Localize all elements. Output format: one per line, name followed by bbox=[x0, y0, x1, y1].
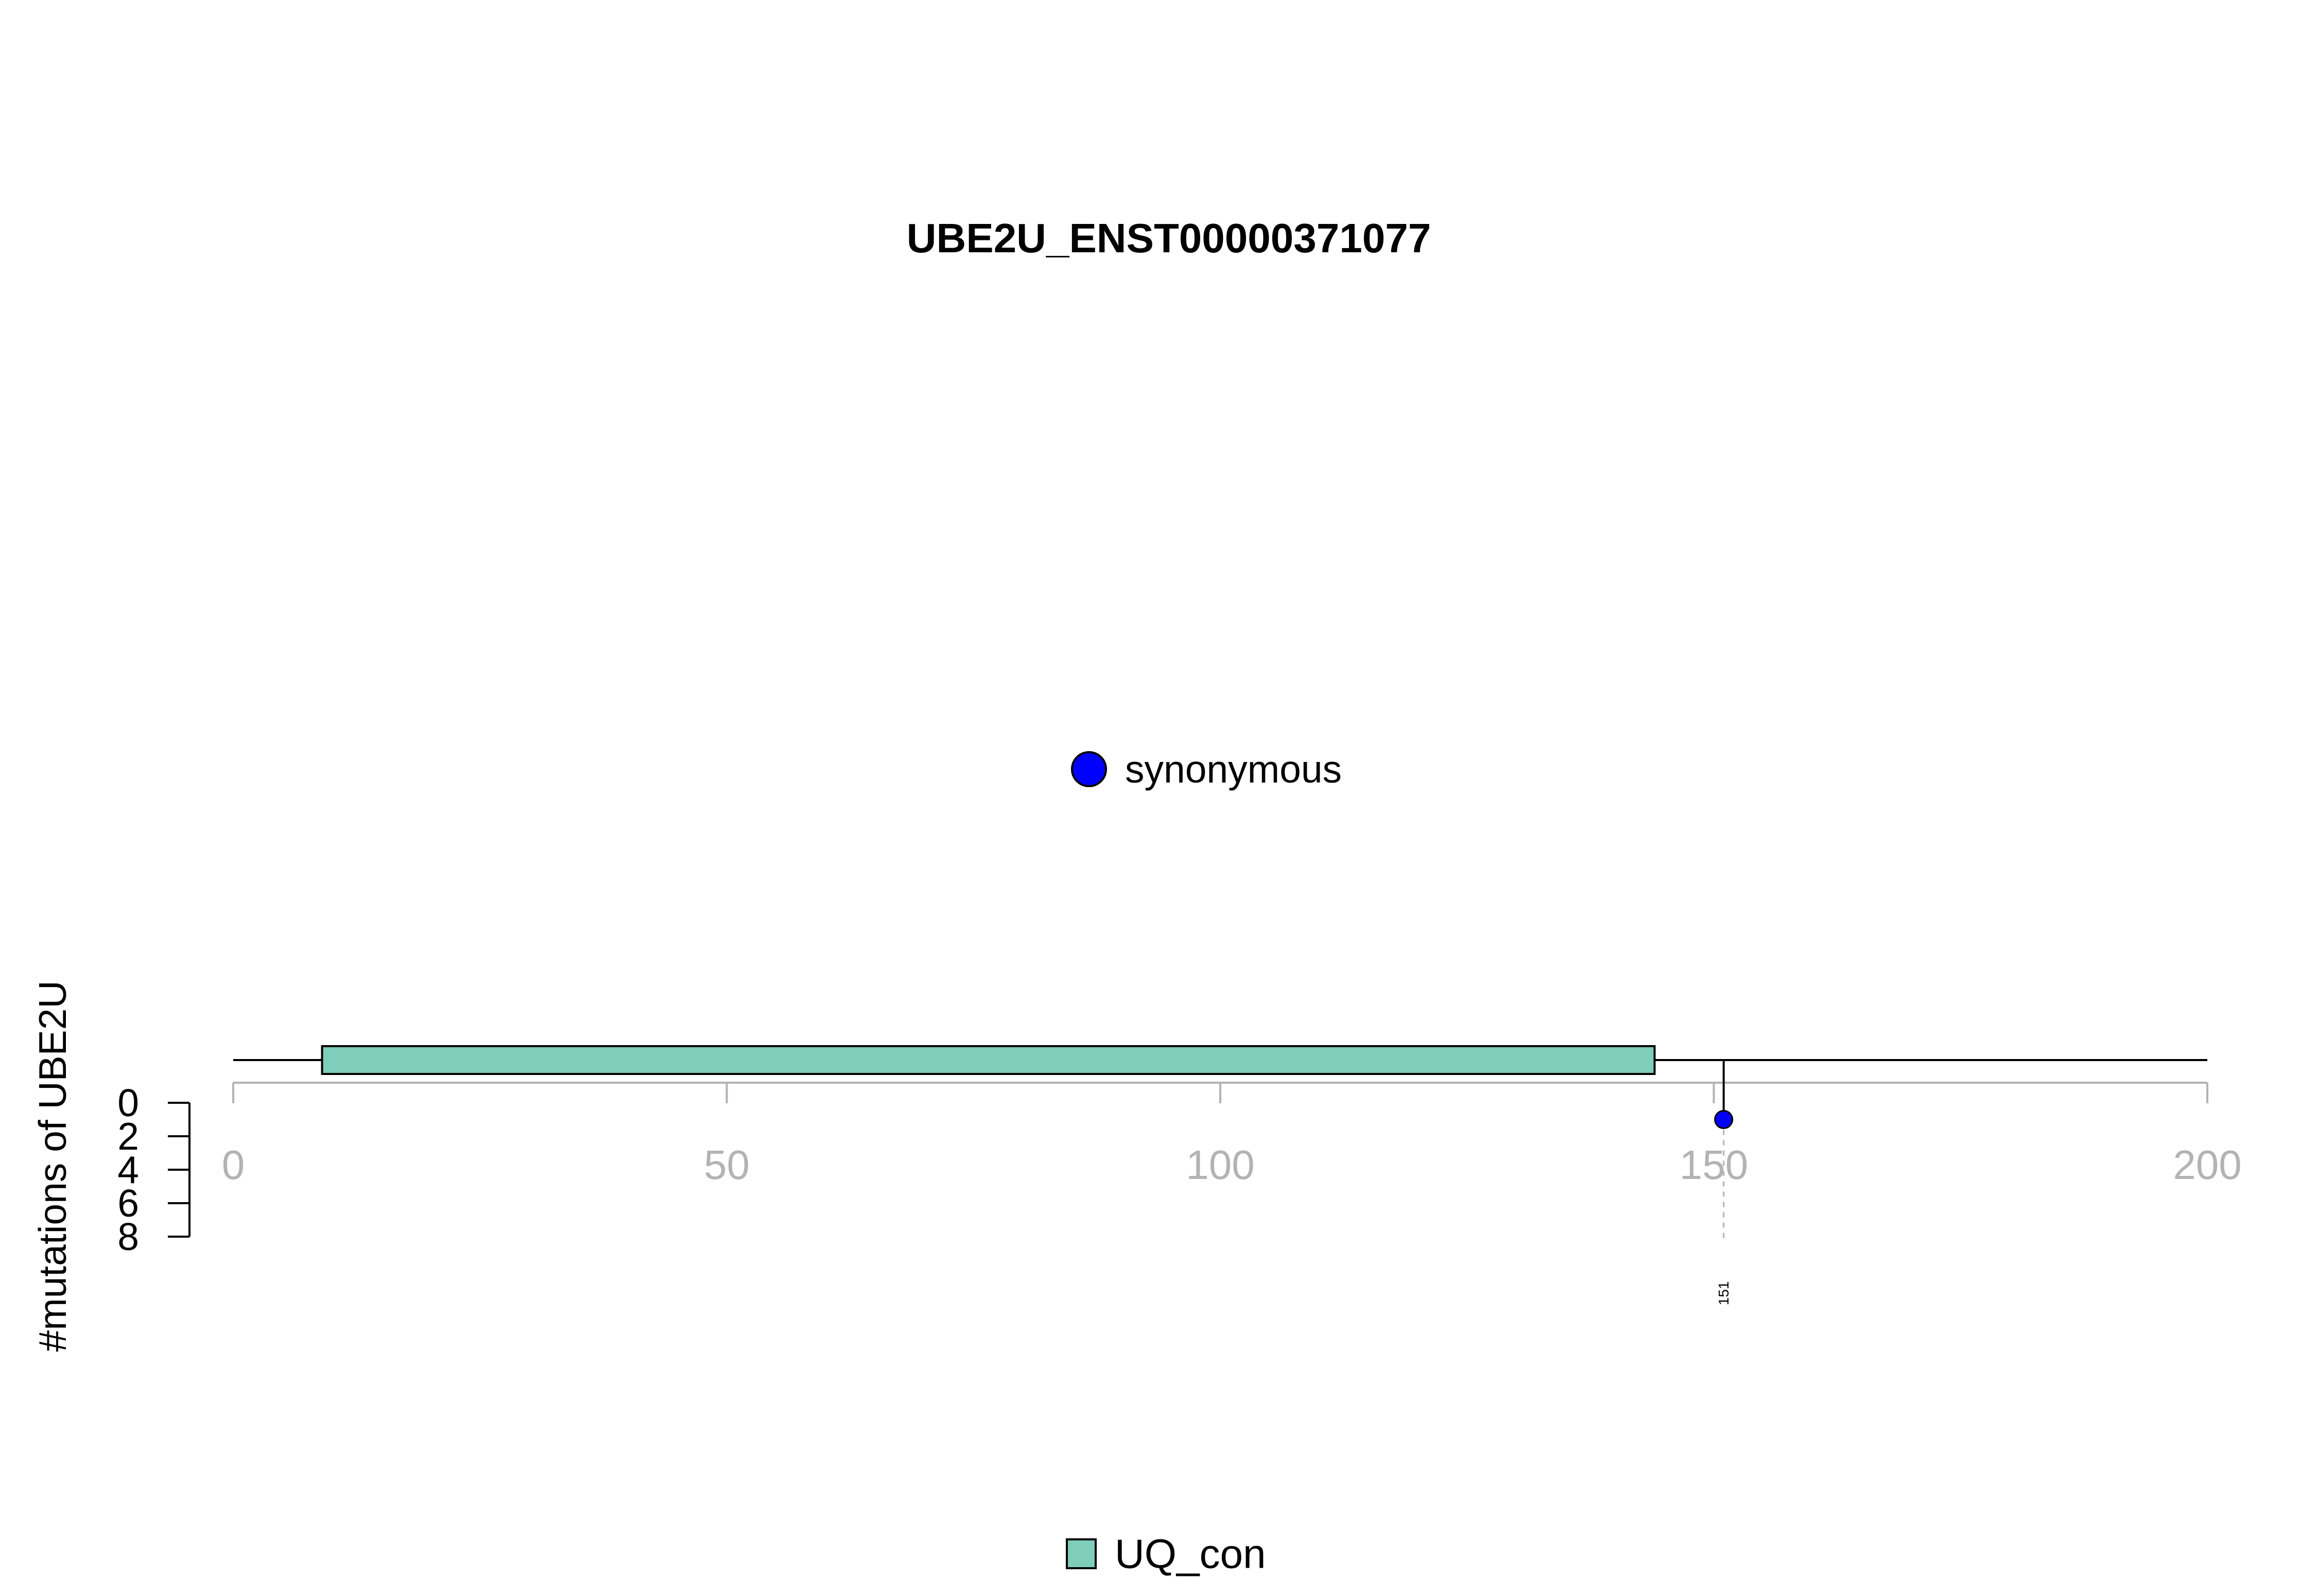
mutation-legend: synonymous bbox=[1071, 748, 1342, 791]
y-tick-label: 0 bbox=[117, 1081, 139, 1124]
y-tick-label: 4 bbox=[117, 1148, 139, 1191]
domain-legend: UQ_con bbox=[1066, 1531, 1266, 1577]
x-tick-label: 50 bbox=[704, 1142, 750, 1188]
y-tick-label: 8 bbox=[117, 1215, 139, 1258]
x-tick-label: 200 bbox=[2173, 1142, 2241, 1188]
mutation-lollipops: 151 bbox=[1714, 1060, 1734, 1306]
legend-swatch bbox=[1066, 1538, 1097, 1569]
y-axis-label: #mutations of UBE2U bbox=[31, 980, 74, 1351]
x-axis: 0 50 100 150 200 bbox=[222, 1082, 2242, 1188]
x-tick-label: 100 bbox=[1186, 1142, 1254, 1188]
x-tick-label: 0 bbox=[222, 1142, 245, 1188]
y-tick-label: 6 bbox=[117, 1182, 139, 1225]
chart-title: UBE2U_ENST00000371077 bbox=[907, 215, 1431, 261]
mutation-position-label: 151 bbox=[1716, 1281, 1732, 1306]
x-tick-label: 150 bbox=[1680, 1142, 1748, 1188]
domain-track bbox=[321, 1045, 1656, 1075]
domain-rect bbox=[321, 1045, 1656, 1075]
legend-label: synonymous bbox=[1125, 748, 1342, 791]
lollipop-head bbox=[1714, 1110, 1734, 1129]
y-tick-label: 2 bbox=[117, 1115, 139, 1158]
legend-marker bbox=[1071, 751, 1107, 787]
legend-label: UQ_con bbox=[1115, 1531, 1266, 1577]
